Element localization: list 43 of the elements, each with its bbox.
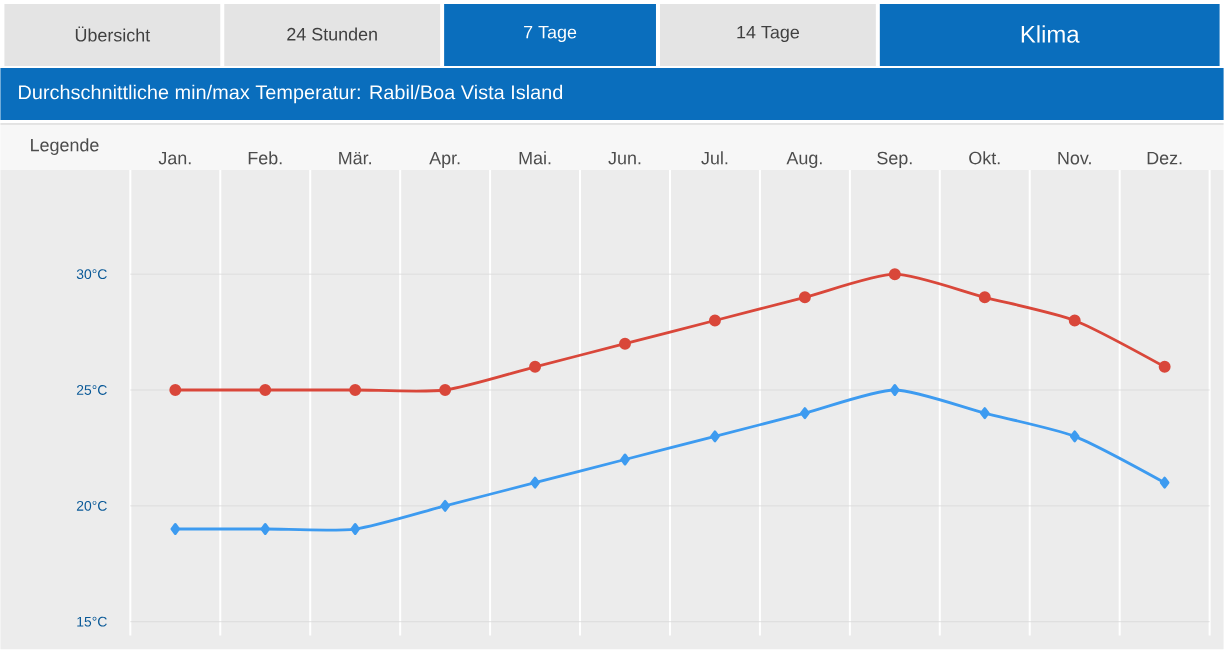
point — [170, 523, 181, 536]
x-tick-label: Okt. — [969, 151, 1000, 165]
x-tick-label: Apr. — [429, 152, 460, 169]
point — [800, 407, 810, 420]
x-tick-label: Aug. — [786, 152, 822, 169]
point — [708, 314, 721, 327]
point — [260, 523, 271, 536]
x-tick-label: Jan. — [158, 152, 191, 165]
x-tick-label: Feb. — [248, 151, 282, 165]
point — [888, 268, 901, 281]
point — [979, 407, 990, 420]
point — [530, 476, 540, 489]
point — [169, 384, 182, 397]
x-tick-label: Jun. — [608, 152, 641, 165]
x-tick-label: Dez. — [1147, 152, 1182, 165]
point — [798, 291, 811, 304]
x-tick-label: Mai. — [519, 151, 551, 165]
text: 7 Tage — [524, 26, 577, 43]
point — [1159, 476, 1170, 489]
text: 24 Stunden — [287, 27, 377, 41]
point — [259, 384, 272, 397]
x-tick-label: Nov. — [1058, 152, 1091, 165]
chart-title: Durchschnittliche min/max Temperatur: Rabil/Boa Vista Island — [19, 84, 563, 104]
text: Übersicht — [75, 26, 151, 42]
point — [978, 291, 991, 304]
point — [440, 500, 450, 513]
text: Klima — [1021, 25, 1080, 43]
x-tick-label: Mär. — [339, 152, 371, 165]
point — [439, 384, 452, 397]
point — [1069, 430, 1080, 443]
point — [619, 337, 631, 350]
point — [889, 384, 900, 397]
point — [350, 523, 361, 536]
x-tick-label: Jul. — [701, 151, 728, 165]
x-tick-label: Sep. — [877, 151, 912, 169]
point — [529, 361, 542, 374]
point — [349, 384, 362, 397]
text: 14 Tage — [737, 26, 800, 43]
point — [710, 430, 720, 443]
point — [1158, 361, 1171, 374]
point — [620, 453, 630, 466]
point — [1068, 314, 1081, 327]
y-axis-title: Legende — [31, 138, 99, 156]
